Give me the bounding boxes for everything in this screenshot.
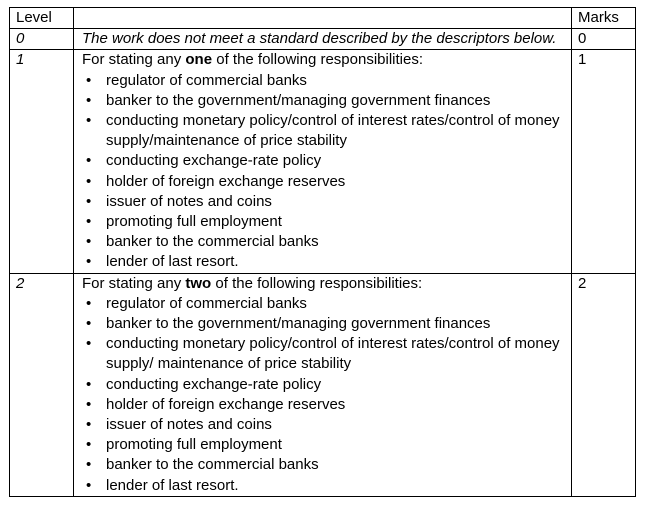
list-item: regulator of commercial banks xyxy=(82,71,571,91)
table-row-level-2: 2 For stating any two of the following r… xyxy=(9,272,636,497)
list-item: promoting full employment xyxy=(82,435,571,455)
intro-emphasis: two xyxy=(185,274,212,292)
descriptor-cell: For stating any two of the following res… xyxy=(73,272,572,497)
descriptor-intro: For stating any two of the following res… xyxy=(82,274,571,294)
header-description xyxy=(73,6,572,30)
list-item: holder of foreign exchange reserves xyxy=(82,172,571,192)
list-item: lender of last resort. xyxy=(82,476,571,496)
marks-cell: 2 xyxy=(571,272,636,497)
list-item: holder of foreign exchange reserves xyxy=(82,395,571,415)
intro-text: of the following responsibilities: xyxy=(212,51,424,69)
markscheme-table: Level Marks 0 The work does not meet a s… xyxy=(9,6,636,497)
header-marks: Marks xyxy=(571,6,636,30)
table-row-level-0: 0 The work does not meet a standard desc… xyxy=(9,28,636,51)
descriptor-text: The work does not meet a standard descri… xyxy=(73,28,572,51)
intro-emphasis: one xyxy=(185,51,213,69)
descriptor-cell: For stating any one of the following res… xyxy=(73,49,572,274)
list-item: conducting monetary policy/control of in… xyxy=(82,334,571,374)
level-cell: 1 xyxy=(9,49,74,274)
list-item: banker to the commercial banks xyxy=(82,455,571,475)
descriptor-intro: For stating any one of the following res… xyxy=(82,50,571,70)
list-item: conducting monetary policy/control of in… xyxy=(82,111,571,151)
list-item: issuer of notes and coins xyxy=(82,415,571,435)
list-item: conducting exchange-rate policy xyxy=(82,375,571,395)
intro-text: For stating any xyxy=(82,274,186,292)
header-row: Level Marks xyxy=(9,6,636,30)
marks-cell: 0 xyxy=(571,28,636,51)
intro-text: of the following responsibilities: xyxy=(211,274,423,292)
responsibility-list: regulator of commercial banks banker to … xyxy=(82,294,571,496)
level-cell: 0 xyxy=(9,28,74,51)
list-item: promoting full employment xyxy=(82,212,571,232)
header-level: Level xyxy=(9,6,74,30)
list-item: banker to the government/managing govern… xyxy=(82,314,571,334)
level-cell: 2 xyxy=(9,272,74,497)
intro-text: For stating any xyxy=(82,51,186,69)
table-row-level-1: 1 For stating any one of the following r… xyxy=(9,49,636,274)
list-item: issuer of notes and coins xyxy=(82,192,571,212)
marks-cell: 1 xyxy=(571,49,636,274)
list-item: conducting exchange-rate policy xyxy=(82,151,571,171)
list-item: banker to the government/managing govern… xyxy=(82,91,571,111)
list-item: lender of last resort. xyxy=(82,252,571,272)
responsibility-list: regulator of commercial banks banker to … xyxy=(82,71,571,273)
list-item: banker to the commercial banks xyxy=(82,232,571,252)
list-item: regulator of commercial banks xyxy=(82,294,571,314)
